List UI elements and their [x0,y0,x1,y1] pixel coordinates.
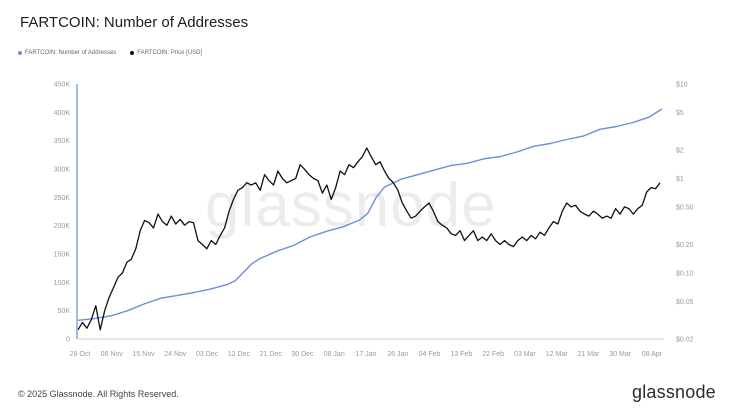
legend-dot-addresses [18,51,22,55]
y-right-tick-label: $0.50 [676,204,694,211]
series-layer [77,108,663,331]
x-tick-label: 24 Nov [164,351,187,358]
y-left-tick-label: 200K [54,223,71,230]
x-tick-label: 08 Apr [642,351,663,358]
x-tick-label: 21 Dec [260,351,283,358]
x-tick-label: 15 Nov [132,351,155,358]
y-right-tick-label: $2 [676,148,684,155]
y-right-tick-label: $0.10 [676,270,694,277]
x-tick-label: 26 Jan [387,351,408,358]
y-left-tick-label: 250K [54,195,71,202]
x-tick-label: 03 Dec [196,351,219,358]
y-right-tick-label: $0.05 [676,299,694,306]
x-tick-label: 13 Feb [450,351,472,358]
x-tick-label: 21 Mar [578,351,600,358]
x-tick-label: 08 Jan [324,351,345,358]
x-tick-label: 30 Dec [291,351,314,358]
y-left-tick-label: 450K [54,82,71,89]
series-line-price [77,147,661,331]
x-tick-label: 28 Oct [70,351,91,358]
y-left-tick-label: 50K [58,308,71,315]
x-tick-label: 22 Feb [482,351,504,358]
y-left-tick-label: 150K [54,252,71,259]
x-tick-label: 12 Dec [228,351,251,358]
y-right-tick-label: $0.20 [676,242,694,249]
x-tick-label: 17 Jan [355,351,376,358]
y-left-tick-label: 0 [66,337,70,344]
y-right-tick-label: $10 [676,82,688,89]
brand-logo: glassnode [632,382,716,402]
x-tick-label: 30 Mar [609,351,631,358]
legend-item-price[interactable]: FARTCOIN: Price [USD] [130,50,202,56]
series-line-addresses [77,108,663,321]
y-left-tick-label: 400K [54,110,71,117]
legend-dot-price [130,51,135,55]
y-right-tick-label: $0.02 [676,337,694,344]
copyright-footer: © 2025 Glassnode. All Rights Reserved. [18,389,179,399]
y-left-tick-label: 300K [54,167,71,174]
y-left-tick-label: 350K [54,138,71,145]
y-left-tick-label: 100K [54,280,71,287]
y-right-tick-label: $1 [676,176,684,183]
legend-item-addresses[interactable]: FARTCOIN: Number of Addresses [18,50,116,56]
legend: FARTCOIN: Number of Addresses FARTCOIN: … [18,50,202,56]
legend-label-price: FARTCOIN: Price [USD] [137,50,203,56]
axes: 0 50K 100K 150K 200K 250K 300K 350K 400K 450K $0.0… [54,82,694,359]
legend-label-addresses: FARTCOIN: Number of Addresses [25,50,117,56]
y-right-tick-label: $5 [676,110,684,117]
chart-title: FARTCOIN: Number of Addresses [20,14,249,31]
x-tick-label: 03 Mar [514,351,536,358]
x-tick-label: 04 Feb [419,351,441,358]
x-tick-label: 12 Mar [546,351,568,358]
x-tick-label: 06 Nov [101,351,124,358]
